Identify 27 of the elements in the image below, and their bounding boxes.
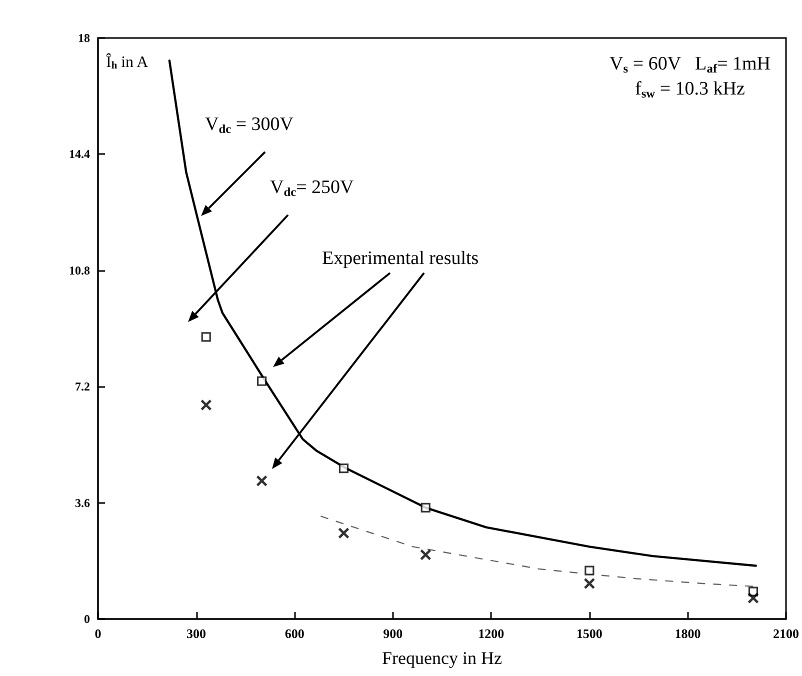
x-tick-label: 2100 [773,626,799,641]
point [338,463,349,474]
x-tick-label: 1200 [478,626,504,641]
point [584,566,594,576]
point [420,502,430,512]
y-tick-label: 0 [84,612,90,626]
x-tick-label: 1800 [674,626,701,641]
x-axis-title: Frequency in Hz [382,648,502,668]
x-tick-label: 900 [383,626,403,641]
y-tick-label: 18 [78,31,90,45]
x-tick-label: 300 [186,626,206,641]
point [748,592,759,604]
point [420,549,432,560]
point [200,399,212,411]
x-tick-label: 1500 [576,626,602,641]
point [256,475,268,487]
point [201,332,211,342]
point [257,376,267,386]
annotation: Experimental results [322,248,479,269]
point [338,527,350,539]
y-tick-label: 7.2 [75,380,90,394]
y-tick-label: 3.6 [75,496,90,510]
point [584,578,596,590]
y-tick-label: 10.8 [69,263,90,278]
x-tick-label: 600 [284,626,304,641]
y-tick-label: 14.4 [69,147,90,162]
x-tick-label: 0 [94,626,102,641]
